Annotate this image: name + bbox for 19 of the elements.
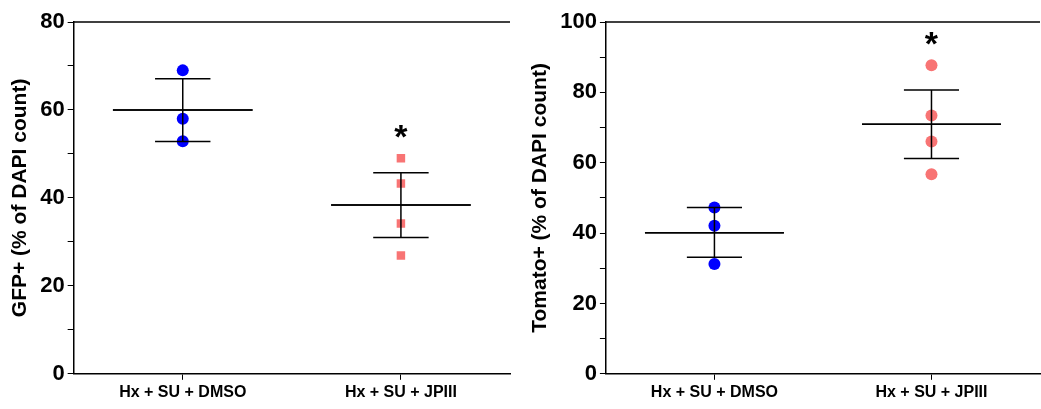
y-tick-label: 20 [572,289,597,315]
y-tick-label: 40 [40,183,65,209]
x-tick-label: Hx + SU + JPIII [875,382,988,400]
y-tick-label: 100 [560,8,597,34]
y-tick-label: 20 [40,271,65,297]
y-tick-label: 0 [584,359,597,385]
x-tick-label: Hx + SU + JPIII [344,382,457,400]
y-tick-label: 60 [40,96,65,122]
y-tick-label: 40 [572,219,597,245]
data-label: * [394,116,409,155]
y-axis-title: GFP+ (% of DAPI count) [7,78,31,318]
y-tick-label: 60 [572,148,597,174]
y-axis-title: Tomato+ (% of DAPI count) [527,63,551,333]
y-tick-label: 0 [52,359,65,385]
data-label: * [924,23,939,62]
x-tick-label: Hx + SU + DMSO [650,382,779,400]
x-tick-label: Hx + SU + DMSO [119,382,247,400]
y-tick-label: 80 [40,8,65,34]
y-tick-label: 80 [572,78,597,104]
